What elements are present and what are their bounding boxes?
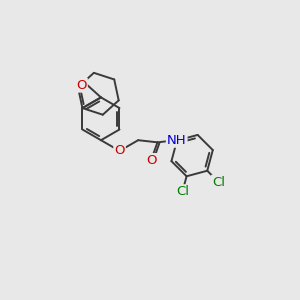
Text: Cl: Cl — [212, 176, 225, 189]
Text: O: O — [146, 154, 156, 167]
Text: O: O — [114, 144, 125, 158]
Text: Cl: Cl — [176, 185, 189, 198]
Text: NH: NH — [167, 134, 187, 147]
Text: O: O — [76, 79, 87, 92]
